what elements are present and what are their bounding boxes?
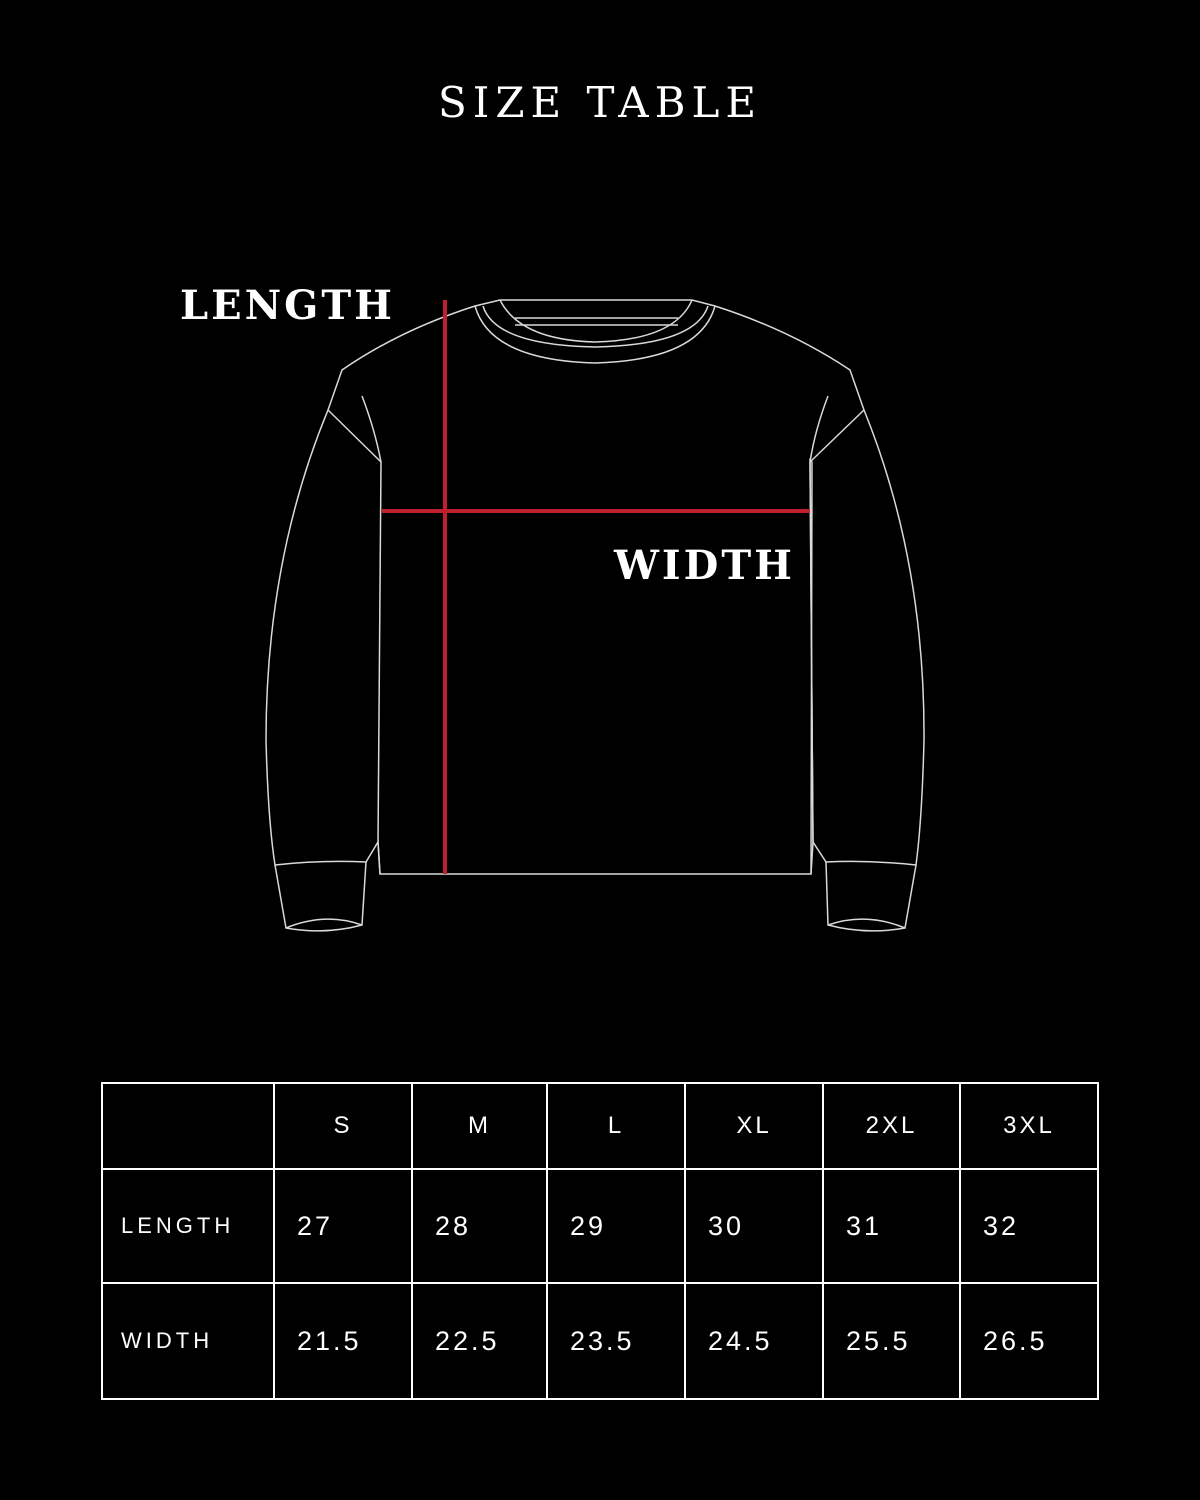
- table-corner-cell: [101, 1082, 275, 1170]
- table-cell: 26.5: [959, 1282, 1099, 1400]
- table-row: LENGTH 27 28 29 30 31 32: [101, 1168, 1099, 1284]
- row-header: WIDTH: [101, 1282, 275, 1400]
- page-title: SIZE TABLE: [437, 78, 763, 127]
- table-cell: 24.5: [684, 1282, 824, 1400]
- sweater-diagram: [265, 299, 925, 932]
- table-cell: 28: [411, 1168, 548, 1284]
- sweater-outline: [265, 299, 925, 932]
- size-header: L: [546, 1082, 686, 1170]
- size-header: S: [273, 1082, 413, 1170]
- row-header: LENGTH: [101, 1168, 275, 1284]
- table-cell: 21.5: [273, 1282, 413, 1400]
- table-row: WIDTH 21.5 22.5 23.5 24.5 25.5 26.5: [101, 1282, 1099, 1400]
- table-cell: 22.5: [411, 1282, 548, 1400]
- table-header-row: S M L XL 2XL 3XL: [101, 1082, 1099, 1170]
- table-cell: 32: [959, 1168, 1099, 1284]
- table-cell: 29: [546, 1168, 686, 1284]
- size-header: XL: [684, 1082, 824, 1170]
- length-label: LENGTH: [180, 282, 395, 329]
- table-cell: 31: [822, 1168, 961, 1284]
- table-cell: 27: [273, 1168, 413, 1284]
- table-cell: 30: [684, 1168, 824, 1284]
- size-header: 2XL: [822, 1082, 961, 1170]
- size-table: S M L XL 2XL 3XL LENGTH 27 28 29 30 31 3…: [101, 1082, 1099, 1400]
- table-cell: 25.5: [822, 1282, 961, 1400]
- size-header: M: [411, 1082, 548, 1170]
- width-label: WIDTH: [614, 542, 795, 589]
- size-header: 3XL: [959, 1082, 1099, 1170]
- table-cell: 23.5: [546, 1282, 686, 1400]
